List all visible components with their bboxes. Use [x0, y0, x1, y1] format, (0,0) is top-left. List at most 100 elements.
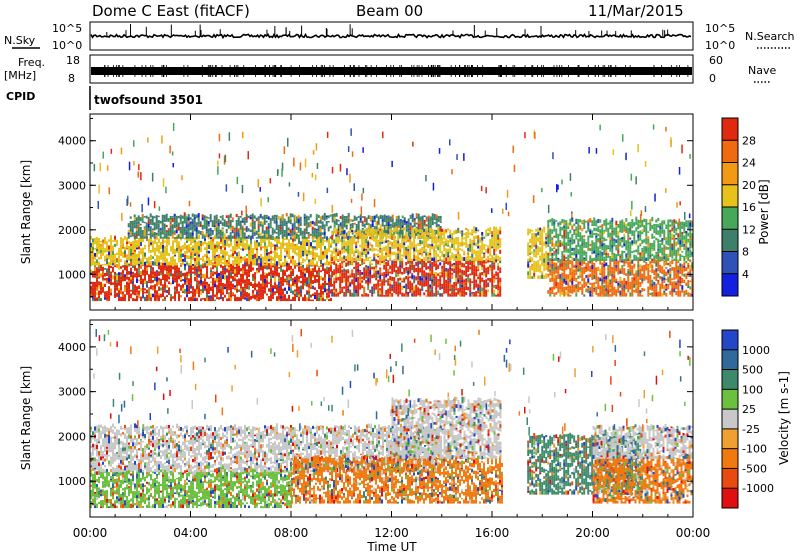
echo-cell: [280, 298, 282, 302]
echo-cell: [311, 230, 314, 234]
echo-cell: [541, 249, 544, 252]
echo-cell: [455, 270, 458, 275]
echo-cell: [597, 294, 600, 297]
echo-cell: [124, 246, 126, 251]
echo-cell: [471, 241, 474, 246]
echo-cell: [250, 239, 252, 244]
echo-cell: [96, 248, 98, 252]
echo-cell: [569, 267, 572, 272]
echo-cell: [92, 281, 94, 285]
echo-cell: [403, 222, 406, 226]
echo-cell: [143, 236, 146, 239]
echo-cell: [261, 221, 264, 225]
echo-cell: [164, 262, 166, 266]
echo-cell: [397, 290, 400, 294]
echo-cell: [235, 222, 238, 225]
echo-cell: [114, 287, 116, 291]
echo-cell: [96, 246, 98, 249]
echo-cell: [126, 271, 128, 275]
echo-cell: [178, 257, 180, 261]
echo-cell: [312, 281, 314, 284]
echo-cell: [445, 229, 448, 233]
echo-cell: [178, 269, 180, 273]
echo-cell: [242, 286, 244, 289]
echo-cell: [395, 243, 398, 247]
echo-cell: [409, 245, 412, 250]
echo-cell: [98, 272, 100, 277]
echo-cell: [531, 276, 534, 279]
echo-cell: [449, 267, 452, 269]
echo-cell: [361, 258, 364, 263]
echo-cell: [198, 243, 200, 246]
echo-cell: [437, 282, 440, 286]
echo-cell: [587, 274, 590, 279]
echo-cell: [371, 228, 374, 233]
echo-cell: [347, 240, 350, 243]
echo-cell: [222, 261, 224, 265]
echo-cell: [403, 272, 406, 274]
echo-cell: [190, 271, 192, 274]
echo-cell: [268, 272, 270, 277]
echo-cell: [373, 257, 376, 261]
echo-cell: [164, 258, 166, 263]
echo-cell: [182, 287, 184, 292]
echo-cell: [335, 252, 338, 257]
echo-cell: [182, 245, 184, 248]
echo-cell: [413, 218, 416, 221]
echo-cell: [264, 285, 266, 287]
echo-cell: [324, 273, 326, 278]
echo-cell: [489, 227, 492, 231]
echo-cell: [259, 213, 262, 219]
echo-cell: [591, 269, 594, 273]
echo-cell: [359, 214, 362, 218]
echo-cell: [383, 255, 386, 260]
echo-cell: [176, 283, 178, 286]
echo-cell: [477, 295, 480, 297]
echo-cell: [242, 273, 244, 276]
echo-cell: [300, 285, 302, 290]
echo-cell: [335, 239, 338, 244]
echo-cell: [102, 242, 104, 247]
echo-cell: [285, 231, 288, 234]
echo-cell: [144, 276, 146, 281]
echo-cell: [189, 223, 192, 227]
echo-cell: [383, 214, 386, 218]
echo-cell: [154, 278, 156, 282]
echo-cell: [337, 236, 340, 240]
echo-cell: [363, 286, 366, 291]
echo-cell: [343, 239, 346, 243]
echo-cell: [479, 258, 482, 261]
echo-cell: [260, 297, 262, 300]
echo-cell: [201, 234, 204, 237]
echo-cell: [483, 236, 486, 239]
echo-cell: [186, 279, 188, 283]
echo-cell: [297, 218, 300, 223]
echo-cell: [134, 261, 136, 266]
echo-cell: [260, 241, 262, 244]
echo-cell: [216, 271, 218, 274]
echo-cell: [401, 261, 404, 263]
echo-cell: [461, 243, 464, 247]
echo-cell: [407, 258, 410, 261]
echo-cell: [303, 230, 306, 232]
echo-cell: [145, 235, 148, 239]
echo-cell: [587, 282, 590, 285]
echo-cell: [196, 280, 198, 283]
echo-cell: [92, 247, 94, 251]
echo-cell: [417, 227, 420, 231]
echo-cell: [405, 294, 408, 297]
echo-cell: [281, 233, 284, 235]
echo-cell: [153, 226, 156, 231]
echo-cell: [477, 269, 480, 272]
echo-cell: [184, 242, 186, 246]
echo-cell: [429, 293, 432, 297]
echo-cell: [110, 266, 112, 268]
echo-cell: [158, 265, 160, 270]
echo-cell: [561, 277, 564, 281]
echo-cell: [551, 273, 554, 277]
echo-cell: [246, 286, 248, 290]
echo-cell: [535, 263, 538, 267]
echo-cell: [268, 266, 270, 270]
echo-cell: [136, 240, 138, 244]
echo-cell: [341, 256, 344, 261]
